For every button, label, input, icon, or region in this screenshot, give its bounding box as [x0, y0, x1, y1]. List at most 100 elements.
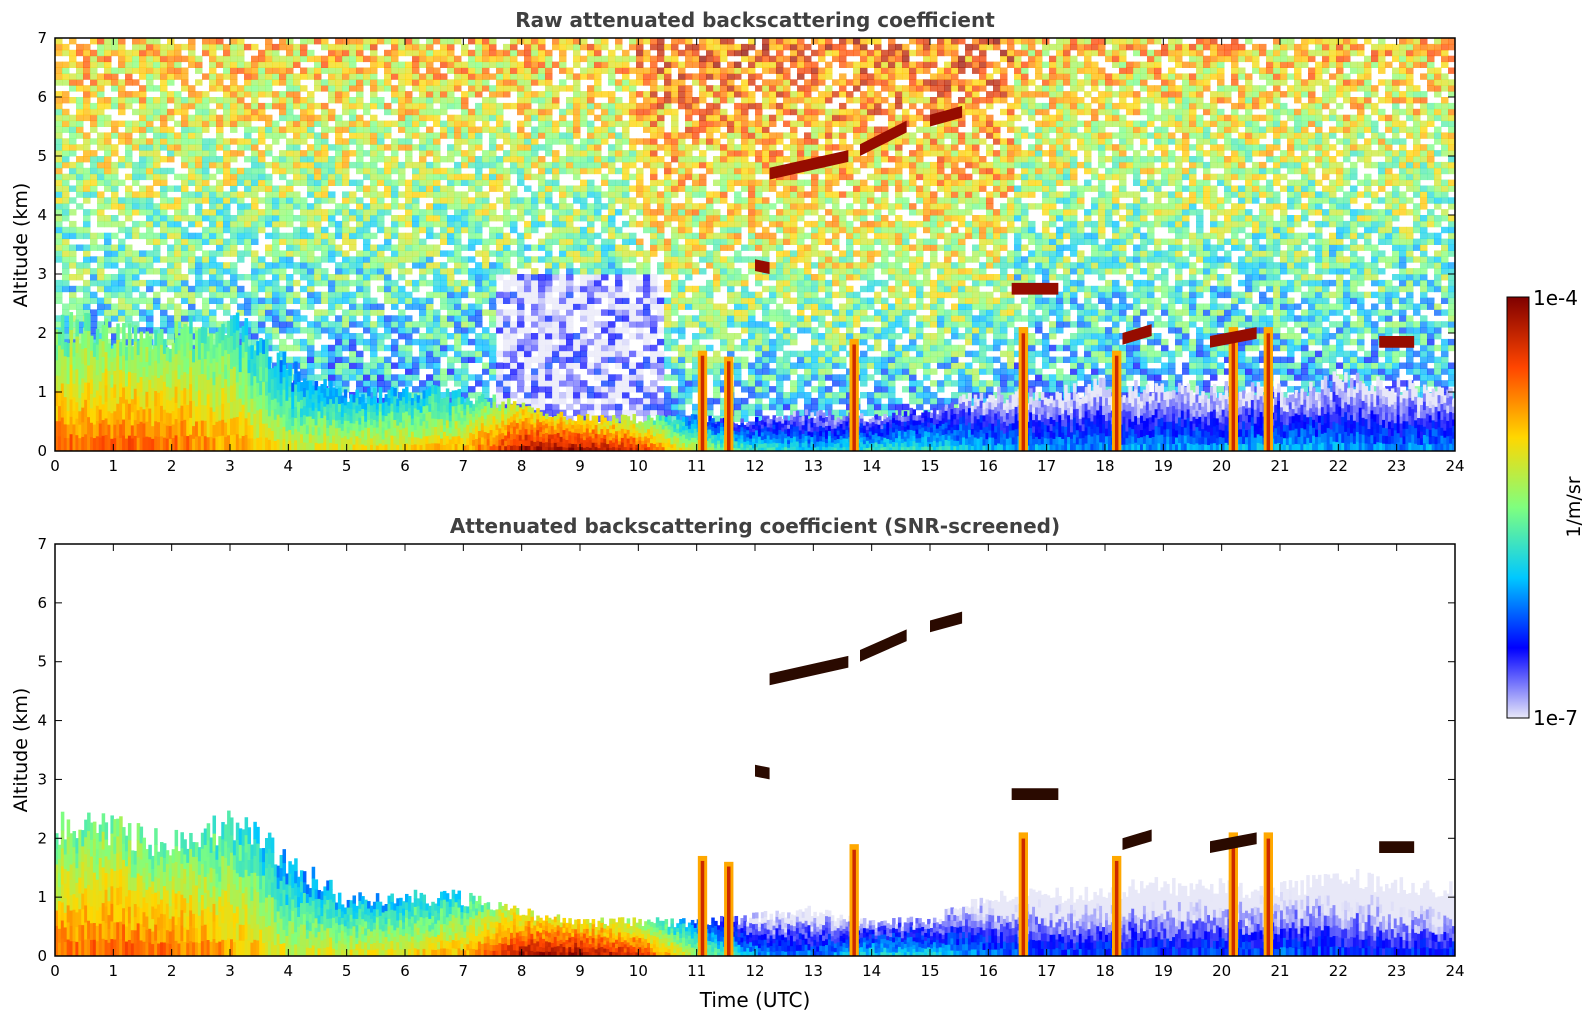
- bl-cell: [425, 389, 429, 398]
- bl-cell: [422, 909, 427, 919]
- bl-cell: [1300, 411, 1304, 421]
- bl-cell: [717, 436, 721, 441]
- bl-cell: [1315, 392, 1319, 401]
- bl-cell: [857, 430, 861, 435]
- bl-cell: [98, 380, 103, 396]
- bl-cell: [1005, 431, 1010, 439]
- bl-cell: [1303, 391, 1307, 400]
- bl-cell: [314, 927, 319, 938]
- bl-cell: [337, 395, 342, 404]
- bl-cell: [1297, 436, 1302, 445]
- bl-cell: [203, 892, 208, 909]
- bl-cell: [253, 413, 257, 427]
- bl-cell: [527, 417, 532, 424]
- bl-cell: [267, 909, 272, 926]
- bl-cell: [1043, 430, 1048, 439]
- bl-cell: [346, 920, 351, 929]
- bl-cell: [355, 949, 359, 956]
- bl-cell: [174, 418, 179, 436]
- bl-cell: [215, 900, 219, 916]
- bl-cell: [390, 932, 394, 941]
- bl-cell: [428, 949, 432, 956]
- bl-cell: [472, 439, 476, 446]
- bl-cell: [559, 431, 564, 437]
- bl-cell: [906, 416, 911, 422]
- bl-cell: [57, 886, 62, 901]
- bl-cell: [594, 433, 599, 439]
- bl-cell: [460, 410, 464, 418]
- bl-cell: [364, 439, 368, 446]
- bl-cell: [273, 933, 278, 946]
- bl-cell: [790, 432, 794, 439]
- bl-cell: [279, 854, 284, 869]
- bl-cell: [982, 444, 987, 451]
- bl-cell: [165, 903, 170, 917]
- bl-cell: [501, 407, 505, 415]
- bl-cell: [1437, 442, 1442, 451]
- bl-cell: [833, 443, 838, 448]
- bl-cell: [892, 412, 896, 419]
- bl-cell: [238, 371, 243, 386]
- bl-cell: [352, 443, 357, 451]
- bl-cell: [297, 906, 301, 917]
- bl-cell: [157, 851, 161, 866]
- bl-cell: [297, 946, 301, 956]
- bl-cell: [189, 434, 193, 451]
- bl-cell: [865, 432, 870, 438]
- bl-cell: [1212, 400, 1217, 410]
- bl-cell: [868, 426, 873, 432]
- bl-cell: [364, 927, 368, 936]
- bl-cell: [224, 890, 228, 908]
- bl-cell: [1142, 397, 1147, 406]
- bl-cell: [294, 870, 298, 884]
- bl-cell: [749, 444, 753, 449]
- bl-cell: [924, 420, 928, 427]
- bl-cell: [1449, 435, 1453, 444]
- bl-cell: [1221, 402, 1226, 410]
- bl-cell: [160, 913, 164, 929]
- bl-cell: [1361, 442, 1366, 451]
- bl-cell: [1049, 444, 1054, 451]
- bl-cell: [880, 428, 884, 433]
- bl-cell: [113, 343, 117, 358]
- bl-cell: [206, 906, 211, 924]
- bl-cell: [1370, 418, 1374, 427]
- bl-cell: [75, 335, 79, 353]
- bl-cell: [1035, 406, 1039, 415]
- bl-cell: [1175, 394, 1179, 403]
- bl-cell: [139, 923, 144, 941]
- bl-cell: [186, 929, 190, 944]
- bl-cell: [186, 889, 190, 904]
- bl-cell: [288, 364, 292, 376]
- bl-cell: [641, 425, 645, 431]
- bl-cell: [795, 445, 800, 451]
- bl-cell: [218, 896, 222, 912]
- bl-cell: [1309, 399, 1313, 409]
- bl-cell: [332, 427, 336, 436]
- x-tick-label: 23: [1387, 457, 1406, 475]
- bl-cell: [655, 437, 660, 443]
- bl-cell: [381, 924, 386, 932]
- bl-cell: [1350, 396, 1354, 407]
- bl-cell: [349, 394, 354, 402]
- bl-cell: [329, 898, 333, 909]
- bl-cell: [1428, 422, 1433, 430]
- bl-cell: [340, 923, 345, 931]
- bl-cell: [615, 446, 619, 451]
- bl-cell: [305, 929, 310, 939]
- bl-cell: [57, 942, 62, 956]
- bl-cell: [407, 422, 412, 430]
- bl-cell: [792, 421, 797, 427]
- bl-cell: [247, 437, 252, 451]
- bl-cell: [416, 416, 421, 424]
- bl-cell: [343, 907, 348, 915]
- bl-cell: [157, 877, 161, 892]
- bl-cell: [238, 940, 243, 956]
- bl-cell: [1011, 436, 1016, 445]
- bl-cell: [1417, 397, 1421, 405]
- bl-cell: [1172, 397, 1176, 407]
- bl-cell: [98, 939, 103, 956]
- bl-cell: [661, 437, 666, 443]
- x-tick-label: 13: [804, 457, 823, 475]
- bl-cell: [206, 873, 211, 891]
